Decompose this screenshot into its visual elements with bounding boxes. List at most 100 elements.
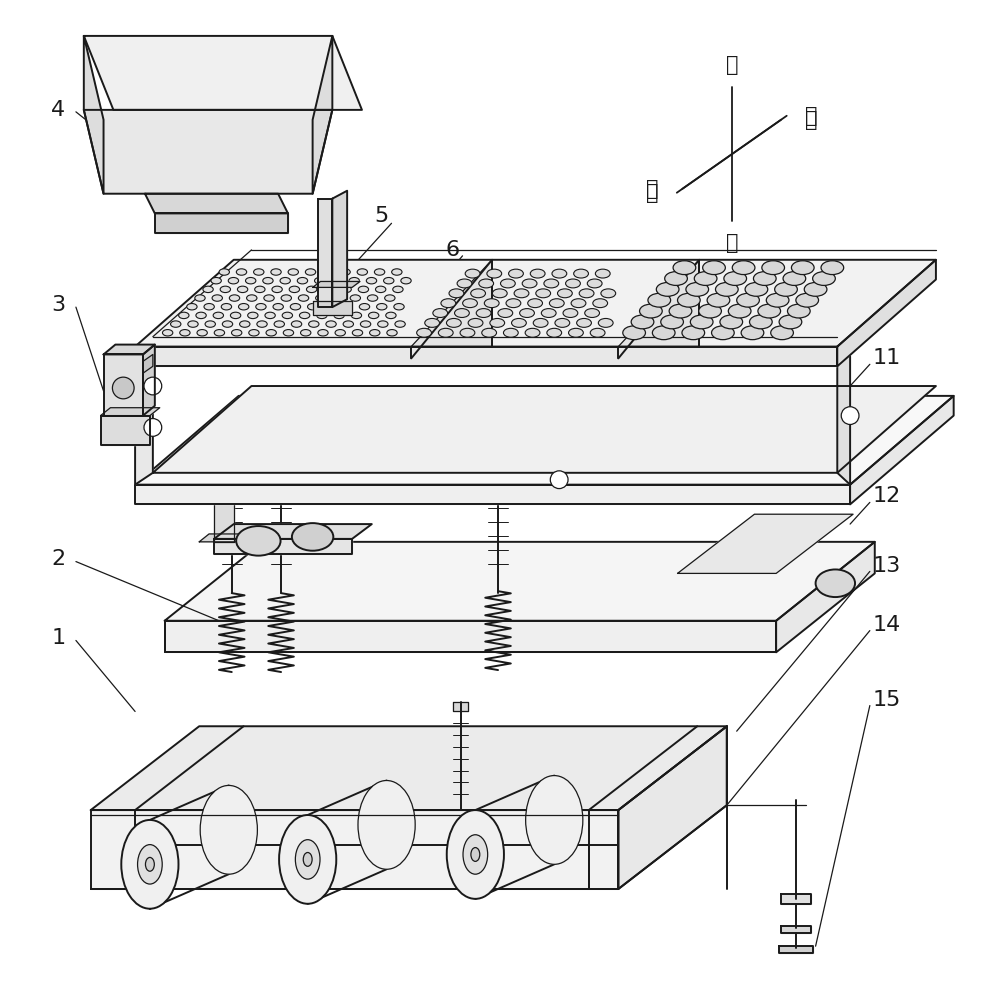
- Ellipse shape: [699, 305, 721, 318]
- Text: 3: 3: [51, 295, 65, 315]
- Ellipse shape: [112, 377, 134, 399]
- Polygon shape: [101, 415, 150, 445]
- Ellipse shape: [343, 320, 353, 327]
- Ellipse shape: [720, 315, 743, 328]
- Polygon shape: [214, 524, 372, 539]
- Ellipse shape: [460, 328, 475, 337]
- Ellipse shape: [306, 286, 317, 293]
- Ellipse shape: [503, 328, 518, 337]
- Ellipse shape: [247, 295, 257, 302]
- Ellipse shape: [463, 835, 488, 874]
- Polygon shape: [84, 36, 362, 110]
- Polygon shape: [618, 260, 699, 346]
- Ellipse shape: [249, 329, 259, 336]
- Ellipse shape: [512, 318, 526, 327]
- Polygon shape: [84, 36, 104, 194]
- Ellipse shape: [240, 320, 250, 327]
- Ellipse shape: [324, 286, 334, 293]
- Ellipse shape: [375, 286, 386, 293]
- Ellipse shape: [357, 269, 368, 275]
- Text: 右: 右: [805, 106, 818, 126]
- Ellipse shape: [255, 286, 265, 293]
- Polygon shape: [104, 354, 143, 415]
- Text: 5: 5: [375, 207, 389, 226]
- Ellipse shape: [196, 313, 206, 318]
- Ellipse shape: [712, 325, 734, 339]
- Ellipse shape: [449, 289, 464, 298]
- Ellipse shape: [509, 269, 523, 278]
- Polygon shape: [104, 344, 155, 354]
- Ellipse shape: [283, 329, 294, 336]
- Ellipse shape: [340, 269, 350, 275]
- Ellipse shape: [471, 848, 480, 861]
- Ellipse shape: [291, 320, 302, 327]
- Ellipse shape: [471, 289, 486, 298]
- Text: 2: 2: [51, 549, 65, 569]
- Ellipse shape: [724, 272, 747, 286]
- Polygon shape: [318, 199, 332, 308]
- Ellipse shape: [271, 269, 281, 275]
- Ellipse shape: [804, 283, 827, 297]
- Polygon shape: [776, 542, 875, 653]
- Ellipse shape: [796, 294, 819, 308]
- Polygon shape: [101, 407, 160, 415]
- Polygon shape: [850, 396, 954, 504]
- Ellipse shape: [417, 328, 431, 337]
- Ellipse shape: [498, 309, 513, 317]
- Ellipse shape: [295, 840, 320, 879]
- Ellipse shape: [220, 286, 231, 293]
- Ellipse shape: [555, 318, 570, 327]
- Ellipse shape: [187, 304, 197, 310]
- Ellipse shape: [441, 299, 456, 308]
- Ellipse shape: [393, 286, 403, 293]
- Ellipse shape: [438, 328, 453, 337]
- Ellipse shape: [308, 304, 318, 310]
- Ellipse shape: [203, 286, 213, 293]
- Text: 8: 8: [656, 279, 670, 300]
- Ellipse shape: [492, 289, 507, 298]
- Ellipse shape: [266, 329, 276, 336]
- Ellipse shape: [533, 318, 548, 327]
- Ellipse shape: [179, 313, 189, 318]
- Polygon shape: [618, 726, 727, 889]
- Ellipse shape: [195, 295, 205, 302]
- Ellipse shape: [544, 279, 559, 288]
- Polygon shape: [165, 542, 875, 621]
- Ellipse shape: [325, 304, 335, 310]
- Ellipse shape: [236, 269, 247, 275]
- Ellipse shape: [549, 299, 564, 308]
- Ellipse shape: [144, 377, 162, 395]
- Ellipse shape: [366, 278, 377, 284]
- Ellipse shape: [479, 279, 494, 288]
- Ellipse shape: [569, 328, 583, 337]
- Ellipse shape: [232, 329, 242, 336]
- Ellipse shape: [690, 315, 713, 328]
- Ellipse shape: [387, 329, 397, 336]
- Polygon shape: [837, 260, 936, 366]
- Text: 4: 4: [51, 100, 65, 120]
- Ellipse shape: [522, 279, 537, 288]
- Polygon shape: [91, 726, 727, 810]
- Ellipse shape: [741, 325, 764, 339]
- Ellipse shape: [263, 278, 273, 284]
- Ellipse shape: [678, 294, 700, 308]
- Ellipse shape: [281, 295, 291, 302]
- Polygon shape: [135, 485, 850, 504]
- Ellipse shape: [211, 278, 221, 284]
- Ellipse shape: [682, 325, 705, 339]
- Text: 12: 12: [873, 487, 901, 506]
- Ellipse shape: [446, 318, 461, 327]
- Ellipse shape: [623, 325, 645, 339]
- Ellipse shape: [318, 329, 328, 336]
- Ellipse shape: [447, 810, 504, 899]
- Ellipse shape: [290, 304, 301, 310]
- Polygon shape: [313, 282, 360, 288]
- Ellipse shape: [316, 295, 326, 302]
- Ellipse shape: [787, 305, 810, 318]
- Ellipse shape: [745, 283, 768, 297]
- Ellipse shape: [219, 269, 229, 275]
- Ellipse shape: [395, 320, 405, 327]
- Ellipse shape: [465, 269, 480, 278]
- Polygon shape: [135, 396, 954, 485]
- Polygon shape: [411, 260, 492, 346]
